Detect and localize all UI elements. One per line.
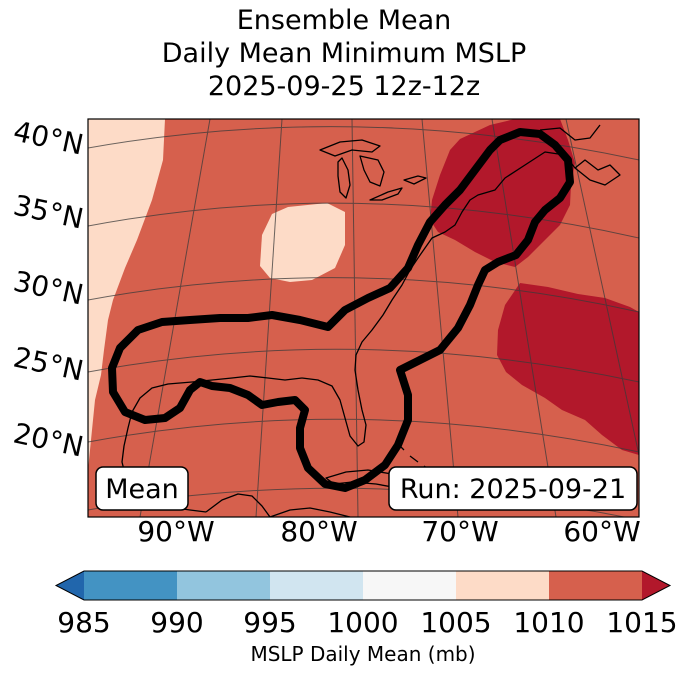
colorbar-bin-995 xyxy=(270,571,363,600)
lat-label-35: 35°N xyxy=(11,189,87,236)
map-panel xyxy=(88,119,639,517)
colorbar-bin-985 xyxy=(84,571,177,600)
nova-scotia xyxy=(574,159,621,186)
lake-michigan xyxy=(337,157,351,199)
colorbar-tick-985: 985 xyxy=(57,606,110,639)
lake-ontario xyxy=(403,175,427,185)
colorbar-label: MSLP Daily Mean (mb) xyxy=(250,642,475,666)
lake-erie xyxy=(369,187,403,201)
central-america xyxy=(269,507,351,517)
east-coast xyxy=(301,151,576,447)
lake-huron xyxy=(359,155,385,187)
lon-labels: 90°W 80°W 70°W 60°W xyxy=(137,515,640,548)
mean-box: Mean xyxy=(95,466,189,511)
colorbar-bin-1000 xyxy=(363,571,456,600)
lat-labels: 40°N 35°N 30°N 25°N 20°N xyxy=(11,115,87,464)
colorbar-tick-1015: 1015 xyxy=(606,606,677,639)
colorbar: 985 990 995 1000 1005 1010 1015 MSLP Dai… xyxy=(54,570,678,666)
field-1005-1010-blob xyxy=(260,203,345,282)
colorbar-bin-990 xyxy=(177,571,270,600)
lon-label-90: 90°W xyxy=(137,515,214,548)
yucatan xyxy=(205,493,271,517)
lat-label-20: 20°N xyxy=(11,417,87,464)
colorbar-bin-1010 xyxy=(549,571,642,600)
lon-label-60: 60°W xyxy=(563,515,640,548)
lon-label-80: 80°W xyxy=(280,515,357,548)
colorbar-tick-1000: 1000 xyxy=(327,606,398,639)
lake-superior xyxy=(319,139,381,157)
run-label: Run: 2025-09-21 xyxy=(400,474,626,505)
colorbar-under-arrow xyxy=(56,571,84,600)
colorbar-tick-1005: 1005 xyxy=(420,606,491,639)
run-box: Run: 2025-09-21 xyxy=(388,466,638,511)
lat-label-25: 25°N xyxy=(11,341,87,388)
title-line-3: 2025-09-25 12z-12z xyxy=(207,71,481,102)
lat-label-40: 40°N xyxy=(11,115,87,162)
canada-north xyxy=(539,124,601,141)
title-line-2: Daily Mean Minimum MSLP xyxy=(161,38,527,69)
mslp-contour xyxy=(108,128,574,492)
colorbar-bin-1005 xyxy=(456,571,549,600)
colorbar-outline xyxy=(54,570,672,601)
lat-label-30: 30°N xyxy=(11,265,87,312)
map-frame xyxy=(87,118,640,518)
colorbar-tick-995: 995 xyxy=(243,606,296,639)
lon-label-70: 70°W xyxy=(421,515,498,548)
field-1005-1010-west xyxy=(88,119,165,470)
colorbar-over-arrow xyxy=(642,571,670,600)
colorbar-tick-990: 990 xyxy=(150,606,203,639)
mean-label: Mean xyxy=(105,474,179,505)
title-line-1: Ensemble Mean xyxy=(236,5,452,36)
colorbar-tick-1010: 1010 xyxy=(513,606,584,639)
